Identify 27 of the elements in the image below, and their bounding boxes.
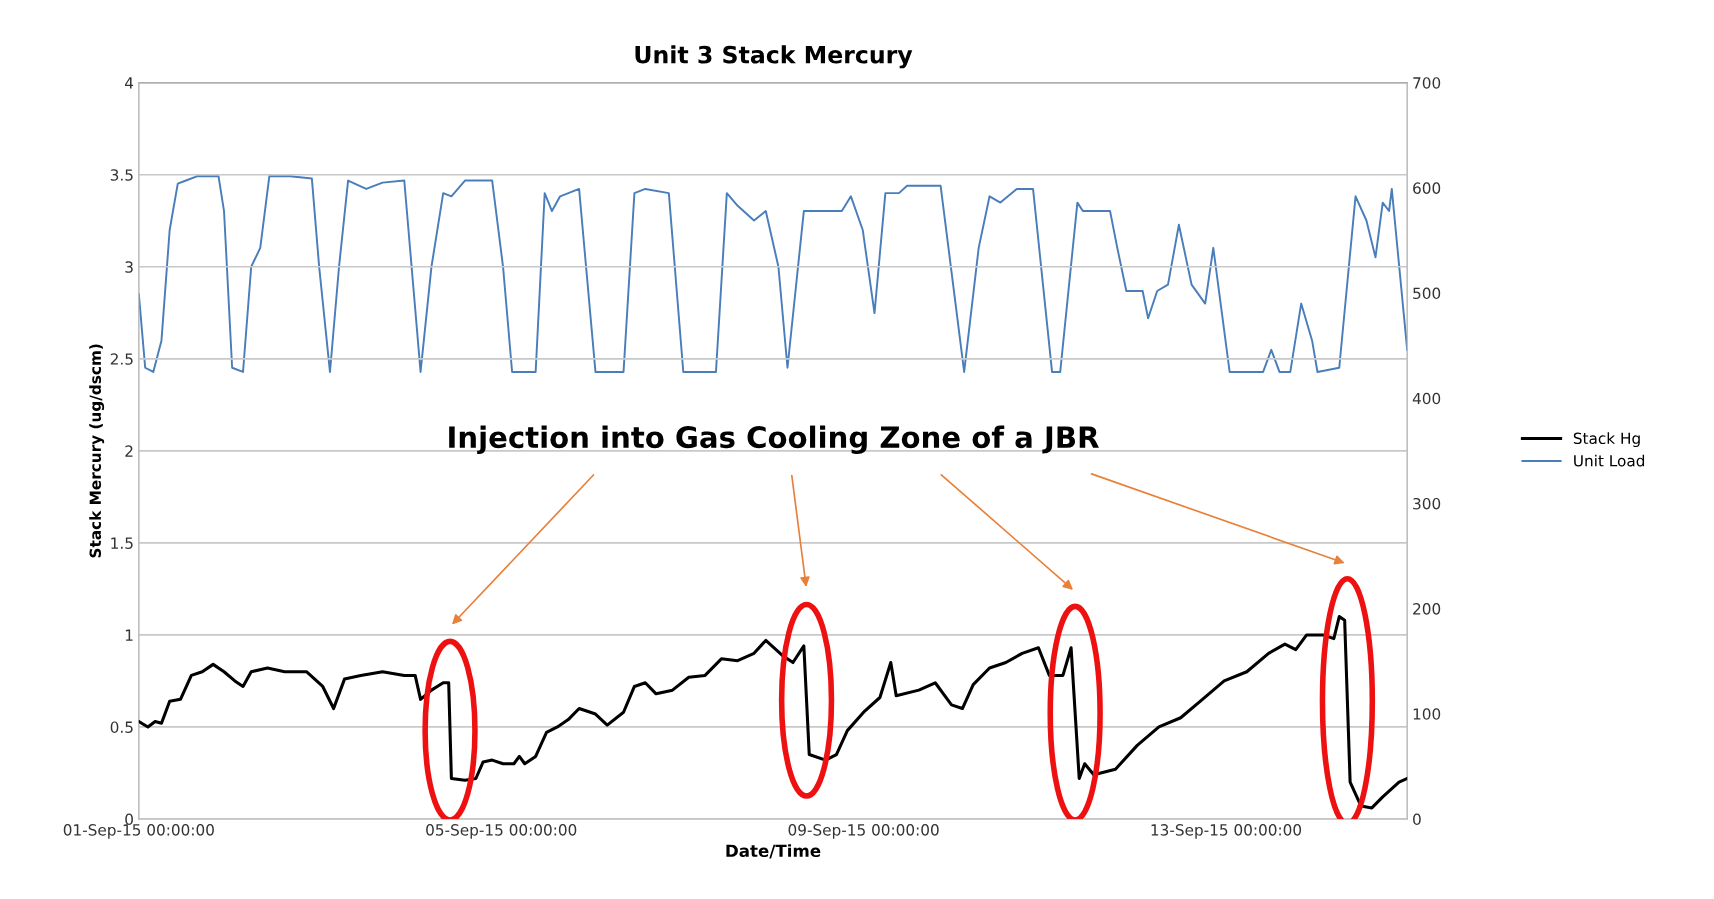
y2-tick-label: 200 <box>1413 603 1441 615</box>
y-tick-label: 3.5 <box>110 169 133 181</box>
y-tick-label: 4 <box>125 77 134 89</box>
y2-tick-label: 500 <box>1413 287 1441 300</box>
chart-title: Unit 3 Stack Mercury <box>635 45 913 69</box>
y2-tick-label: 100 <box>1413 708 1441 720</box>
y2-tick-label: 400 <box>1412 392 1441 405</box>
x-tick-label: 05-Sep-15 00:00:00 <box>426 824 577 839</box>
x-axis-title: Date/Time <box>726 844 821 859</box>
y-tick-label: 2 <box>125 445 133 457</box>
y2-tick-label: 300 <box>1413 497 1441 510</box>
y-tick-label: 3 <box>125 261 133 273</box>
y2-tick-label: 600 <box>1413 182 1441 194</box>
y-tick-label: 1.5 <box>111 537 133 549</box>
x-tick-label: 01-Sep-15 00:00:00 <box>63 824 214 839</box>
legend-label: Unit Load <box>1574 454 1645 467</box>
y2-tick-label: 0 <box>1413 813 1421 826</box>
y2-tick-label: 700 <box>1413 77 1441 89</box>
y-tick-label: 1 <box>125 629 133 641</box>
y-axis-title: Stack Mercury (ug/dscm) <box>89 344 105 558</box>
y-tick-label: 0.5 <box>110 721 133 733</box>
annotation: Injection into Gas Cooling Zone of a JBR <box>449 425 1099 455</box>
y-tick-label: 0 <box>125 813 133 826</box>
x-tick-label: 09-Sep-15 00:00:00 <box>788 824 939 839</box>
y-tick-label: 2.5 <box>110 353 133 365</box>
legend-label: Stack Hg <box>1573 432 1640 448</box>
x-tick-label: 13-Sep-15 00:00:00 <box>1151 824 1302 839</box>
